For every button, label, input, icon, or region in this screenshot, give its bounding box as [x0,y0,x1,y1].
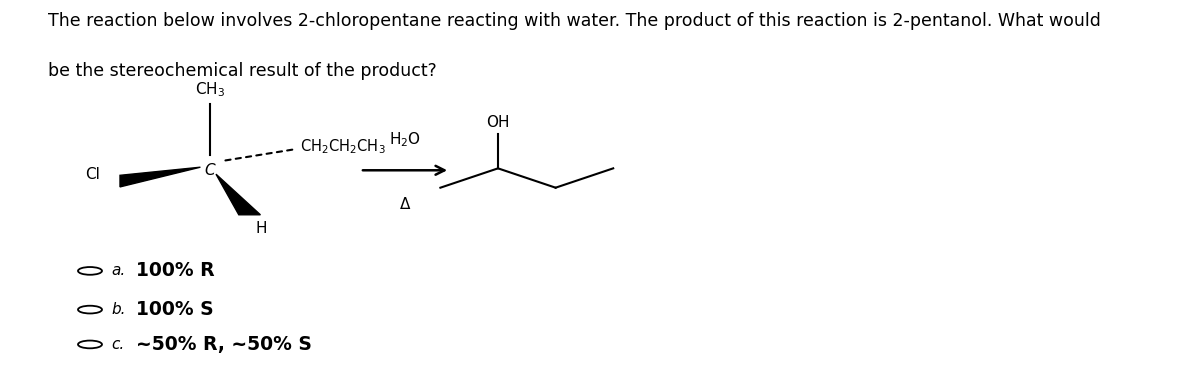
Text: CH$_2$CH$_2$CH$_3$: CH$_2$CH$_2$CH$_3$ [300,138,385,156]
Text: H$_2$O: H$_2$O [389,130,421,149]
Text: be the stereochemical result of the product?: be the stereochemical result of the prod… [48,62,437,80]
Text: c.: c. [112,337,125,352]
Text: 100% S: 100% S [136,300,214,319]
Polygon shape [120,167,200,187]
Text: ~50% R, ~50% S: ~50% R, ~50% S [136,335,312,354]
Text: CH$_3$: CH$_3$ [194,80,226,99]
Text: The reaction below involves 2-chloropentane reacting with water. The product of : The reaction below involves 2-chloropent… [48,12,1100,30]
Text: 100% R: 100% R [136,261,215,281]
Text: OH: OH [486,115,510,130]
Text: C: C [205,163,215,178]
Text: a.: a. [112,264,126,278]
Text: H: H [256,221,268,236]
Text: b.: b. [112,302,126,317]
Text: Cl: Cl [85,168,100,182]
Text: Δ: Δ [400,197,410,212]
Polygon shape [216,174,260,215]
